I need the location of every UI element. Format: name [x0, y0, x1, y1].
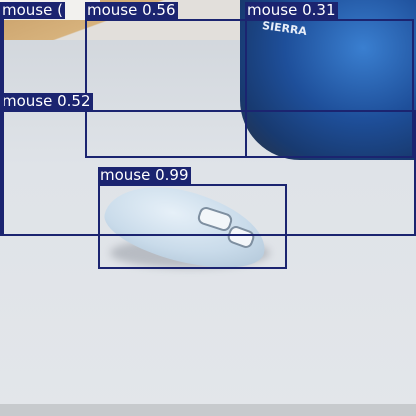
bbox-label-mouse-0-99: mouse 0.99 [98, 166, 191, 184]
bbox-mouse-0-31 [245, 19, 414, 158]
bbox-mouse-truncated [0, 19, 4, 236]
table-edge [0, 404, 416, 416]
bbox-label-mouse-truncated: mouse ( [0, 1, 65, 19]
bbox-label-mouse-0-31: mouse 0.31 [245, 1, 338, 19]
bbox-label-mouse-0-52: mouse 0.52 [0, 92, 93, 110]
bbox-label-mouse-0-56: mouse 0.56 [85, 1, 178, 19]
bbox-mouse-0-99 [98, 184, 287, 269]
blue-backpack [240, 0, 416, 160]
